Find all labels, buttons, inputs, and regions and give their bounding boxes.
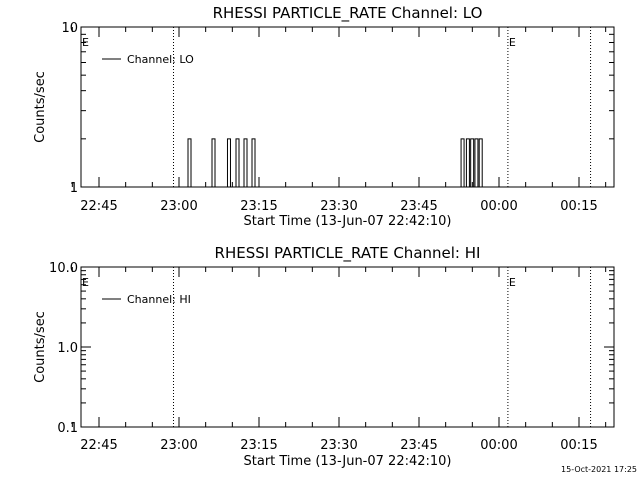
data-spike xyxy=(187,138,192,187)
eclipse-marker: E xyxy=(82,276,89,289)
data-spike xyxy=(478,138,483,187)
legend-label: Channel: LO xyxy=(127,53,194,66)
y-tick-label: 1.0 xyxy=(57,341,78,356)
x-tick-label: 23:00 xyxy=(160,199,197,214)
y-axis-label: Counts/sec xyxy=(33,71,48,143)
x-tick-label: 23:15 xyxy=(240,438,277,453)
x-axis-label: Start Time (13-Jun-07 22:42:10) xyxy=(244,214,452,229)
x-tick-label: 00:00 xyxy=(480,199,517,214)
x-tick-label: 23:00 xyxy=(160,438,197,453)
data-spike xyxy=(460,138,465,187)
chart-panel-1: RHESSI PARTICLE_RATE Channel: LO Counts/s… xyxy=(33,4,615,229)
data-spike xyxy=(465,138,470,187)
chart-panel-2: RHESSI PARTICLE_RATE Channel: HI Counts/s… xyxy=(33,244,615,469)
x-axis-label: Start Time (13-Jun-07 22:42:10) xyxy=(244,454,452,469)
x-tick-label: 23:45 xyxy=(400,438,437,453)
x-tick-label: 00:15 xyxy=(560,199,597,214)
data-spike xyxy=(243,138,248,187)
x-tick-label: 22:45 xyxy=(80,199,117,214)
x-tick-label: 22:45 xyxy=(80,438,117,453)
y-tick-label: 0.1 xyxy=(57,421,78,436)
chart-title: RHESSI PARTICLE_RATE Channel: LO xyxy=(213,4,483,23)
data-spike xyxy=(211,138,216,187)
eclipse-marker: E xyxy=(82,36,89,49)
plot-frame xyxy=(80,26,615,188)
x-tick-label: 23:30 xyxy=(320,438,357,453)
legend-label: Channel: HI xyxy=(127,293,191,306)
data-spike xyxy=(235,138,240,187)
x-tick-label: 23:30 xyxy=(320,199,357,214)
eclipse-marker: E xyxy=(509,276,516,289)
x-tick-label: 00:00 xyxy=(480,438,517,453)
plot-frame xyxy=(80,266,615,428)
data-spike xyxy=(474,138,479,187)
x-tick-label: 23:45 xyxy=(400,199,437,214)
data-spike xyxy=(470,138,475,187)
x-tick-label: 00:15 xyxy=(560,438,597,453)
y-tick-label: 1 xyxy=(70,181,78,196)
footer-timestamp: 15-Oct-2021 17:25 xyxy=(561,465,637,474)
chart-title: RHESSI PARTICLE_RATE Channel: HI xyxy=(215,244,481,263)
y-axis-label: Counts/sec xyxy=(33,311,48,383)
y-tick-label: 10.0 xyxy=(49,261,78,276)
y-tick-label: 10 xyxy=(61,21,78,36)
data-spike xyxy=(226,138,231,187)
x-tick-label: 23:15 xyxy=(240,199,277,214)
data-spike xyxy=(251,138,256,187)
eclipse-marker: E xyxy=(509,36,516,49)
